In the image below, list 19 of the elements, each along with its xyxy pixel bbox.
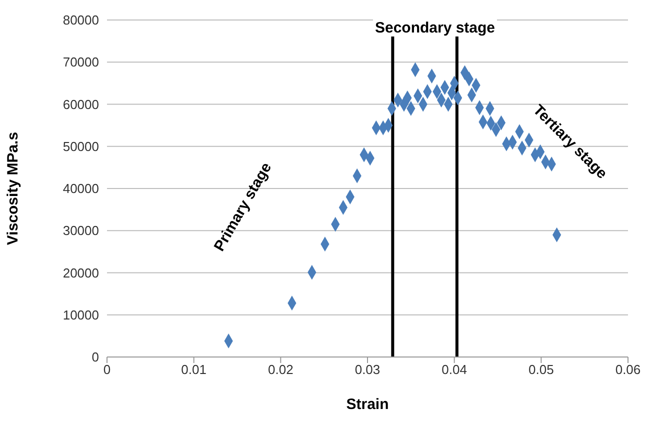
- x-tick-label: 0: [103, 362, 111, 378]
- y-tick-label: 60000: [62, 96, 99, 112]
- y-tick-label: 70000: [62, 54, 99, 70]
- y-tick-label: 80000: [62, 12, 99, 28]
- y-tick-label: 20000: [62, 265, 99, 280]
- x-axis-title: Strain: [346, 396, 389, 413]
- x-tick-label: 0.01: [181, 362, 206, 378]
- y-tick-label: 30000: [62, 223, 99, 238]
- x-tick-label: 0.02: [268, 362, 294, 378]
- y-tick-label: 50000: [62, 138, 99, 154]
- y-tick-label: 0: [92, 350, 99, 365]
- y-axis-title: Viscosity MPa.s: [4, 132, 22, 246]
- y-tick-label: 40000: [62, 181, 99, 196]
- y-tick-label: 10000: [62, 307, 99, 322]
- annotation: Secondary stage: [372, 20, 498, 36]
- x-tick-label: 0.05: [528, 362, 554, 378]
- x-tick-label: 0.04: [442, 362, 467, 378]
- x-tick-label: 0.06: [615, 362, 641, 378]
- x-tick-label: 0.03: [354, 362, 380, 378]
